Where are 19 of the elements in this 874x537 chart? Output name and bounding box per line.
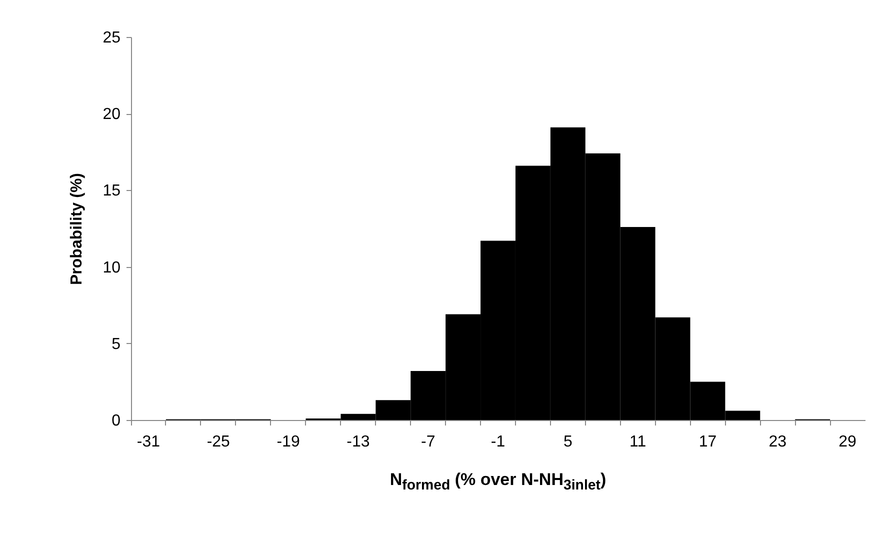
- y-tick-label: 5: [112, 336, 121, 353]
- x-tick-label: -31: [136, 434, 160, 450]
- x-tick-label: -25: [206, 434, 230, 450]
- x-tick-label: -19: [276, 434, 300, 450]
- x-tick-label: -1: [490, 434, 506, 450]
- x-tick-label: 23: [768, 434, 787, 450]
- y-tick-label: 0: [112, 412, 121, 430]
- y-tick-label: 10: [102, 259, 121, 276]
- y-tick-label: 25: [102, 30, 121, 46]
- y-axis-title: Probability (%): [68, 172, 86, 286]
- y-tick-label: 20: [102, 106, 121, 124]
- x-axis-title: N$_{formed}$ (% over N-NH$_{3inlet}$): [388, 470, 608, 494]
- x-tick-label: 11: [630, 434, 646, 450]
- x-tick-label: 29: [838, 434, 857, 450]
- y-tick-label: 15: [102, 182, 121, 200]
- x-tick-label: -13: [346, 434, 370, 450]
- x-tick-label: 17: [698, 434, 717, 450]
- x-tick-label: 5: [563, 434, 572, 450]
- x-tick-label: -7: [420, 434, 436, 450]
